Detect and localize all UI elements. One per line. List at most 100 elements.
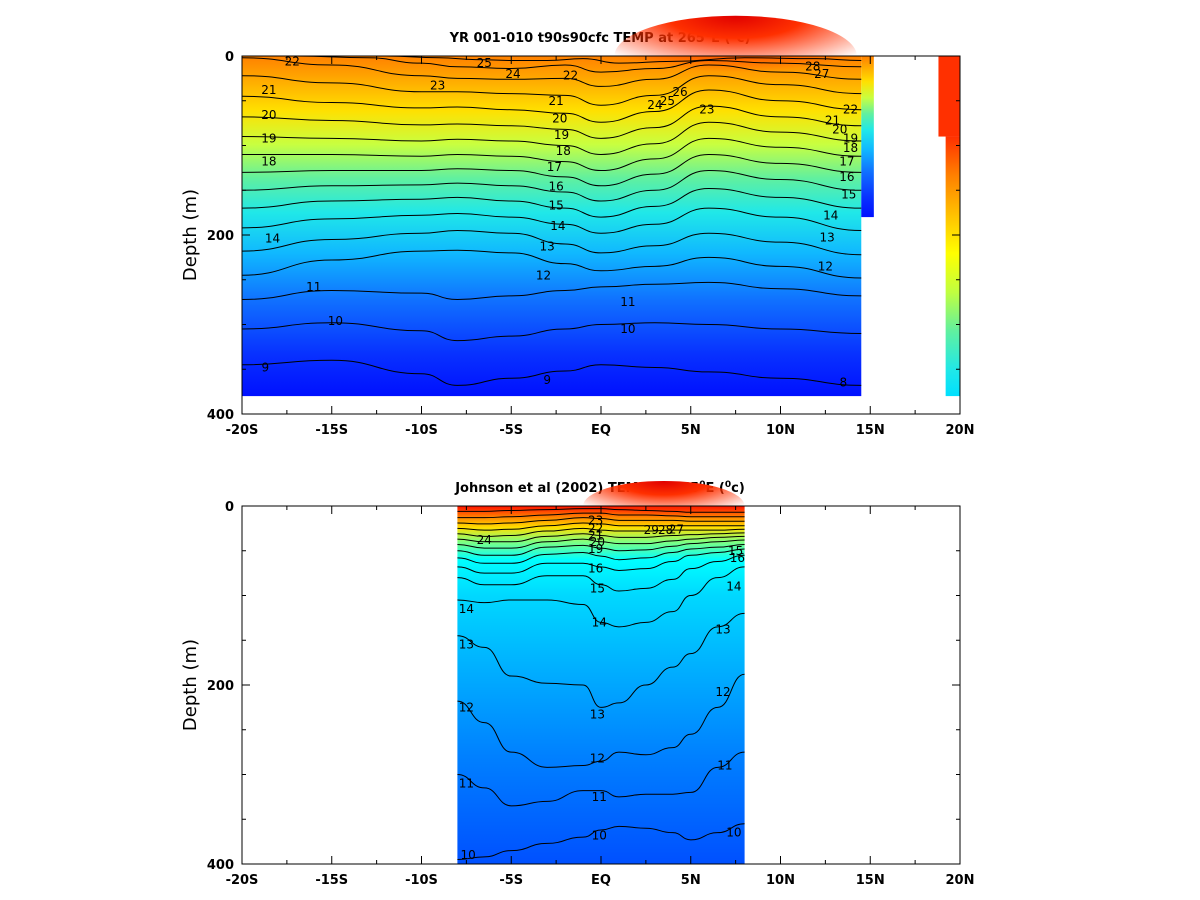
contour-label: 12: [459, 700, 474, 714]
panel-top: YR 001-010 t90s90cfc TEMP at 2650E (0c) …: [180, 15, 974, 438]
contour-line-11: [457, 751, 745, 807]
edge-strip: [945, 136, 960, 397]
x-tick-label: EQ: [591, 423, 611, 438]
contour-label: 15: [548, 198, 563, 212]
contour-label: 11: [306, 280, 321, 294]
x-tick-label: -15S: [315, 873, 348, 888]
contour-label: 23: [699, 103, 714, 117]
contour-line-21: [241, 89, 862, 123]
contour-label: 18: [556, 144, 571, 158]
panel-top-field: [242, 15, 960, 397]
contour-line-23: [457, 517, 745, 525]
contour-line-15: [241, 187, 862, 218]
contour-label: 26: [672, 85, 687, 99]
contour-label: 24: [477, 533, 492, 547]
contour-label: 16: [588, 562, 603, 576]
contour-label: 8: [840, 376, 848, 390]
contour-label: 10: [726, 826, 741, 840]
contour-label: 27: [669, 522, 684, 536]
contour-line-13: [241, 230, 862, 256]
contour-label: 27: [814, 67, 829, 81]
contour-line-15: [457, 554, 745, 592]
y-tick-label: 400: [207, 858, 234, 873]
contour-label: 13: [820, 231, 835, 245]
x-tick-label: -10S: [405, 423, 438, 438]
contour-label: 11: [620, 295, 635, 309]
contour-label: 10: [620, 322, 635, 336]
contour-label: 22: [843, 103, 858, 117]
contour-line-9: [241, 359, 862, 386]
field-fill: [457, 506, 745, 864]
contour-line-16: [457, 548, 745, 574]
contour-line-18: [457, 539, 745, 556]
contour-line-17: [457, 543, 745, 564]
contour-line-10: [241, 322, 862, 342]
contour-line-24: [295, 55, 862, 73]
contour-label: 19: [261, 131, 276, 145]
edge-strip-top: [938, 56, 960, 137]
y-tick-label: 200: [207, 679, 234, 694]
contour-line-14: [241, 207, 862, 234]
contour-label: 12: [818, 259, 833, 273]
x-tick-label: 15N: [856, 873, 885, 888]
contour-label: 28: [805, 60, 820, 74]
contour-label: 21: [588, 529, 603, 543]
contour-line-25: [457, 508, 745, 513]
contour-label: 25: [477, 56, 492, 70]
contour-label: 21: [825, 113, 840, 127]
contour-line-10: [457, 823, 745, 861]
contour-label: 18: [261, 155, 276, 169]
contour-label: 9: [262, 360, 270, 374]
contour-line-20: [457, 532, 745, 543]
contour-label: 18: [843, 141, 858, 155]
contour-line-24: [457, 512, 745, 519]
panel-bottom-contours: [457, 508, 745, 861]
x-tick-label: -5S: [499, 423, 523, 438]
contour-label: 14: [592, 615, 607, 629]
y-tick-label: 400: [207, 408, 234, 423]
contour-label: 11: [459, 776, 474, 790]
contour-label: 23: [430, 79, 445, 93]
contour-label: 20: [590, 535, 605, 549]
contour-label: 20: [552, 112, 567, 126]
contour-label: 16: [548, 180, 563, 194]
contour-line-22: [241, 75, 862, 106]
contour-label: 21: [261, 83, 276, 97]
contour-label: 21: [548, 94, 563, 108]
contour-label: 16: [839, 170, 854, 184]
contour-label: 14: [459, 602, 474, 616]
contour-label: 22: [588, 521, 603, 535]
contour-line-19: [241, 121, 862, 155]
contour-label: 22: [285, 54, 300, 68]
contour-line-14: [457, 566, 745, 628]
contour-label: 13: [590, 708, 605, 722]
contour-line-18: [242, 137, 862, 172]
contour-label: 11: [717, 759, 732, 773]
panel-top-ylabel: Depth (m): [180, 189, 201, 281]
contour-label: 19: [588, 542, 603, 556]
contour-line-17: [241, 153, 862, 187]
contour-label: 15: [590, 581, 605, 595]
panel-top-contours: [241, 55, 862, 386]
x-tick-label: -5S: [499, 873, 523, 888]
contour-label: 16: [730, 551, 745, 565]
contour-label: 17: [547, 160, 562, 174]
contour-label: 14: [823, 208, 838, 222]
contour-label: 13: [715, 623, 730, 637]
panel-bottom-axes: -20S -15S -10S -5S EQ 5N 10N 15N 20N 0 200 400: [207, 500, 975, 888]
contour-label: 24: [505, 67, 520, 81]
contour-label: 28: [658, 523, 673, 537]
contour-label: 11: [592, 790, 607, 804]
contour-line-13: [457, 612, 745, 708]
contour-line-12: [241, 249, 862, 279]
y-tick-label: 0: [225, 50, 234, 65]
contour-label: 10: [461, 848, 476, 862]
contour-label: 23: [588, 513, 603, 527]
contour-label: 19: [843, 131, 858, 145]
contour-label: 29: [644, 523, 659, 537]
contour-line-19: [457, 535, 745, 549]
x-tick-label: 5N: [681, 423, 701, 438]
contour-label: 10: [328, 314, 343, 328]
contour-label: 15: [728, 544, 743, 558]
